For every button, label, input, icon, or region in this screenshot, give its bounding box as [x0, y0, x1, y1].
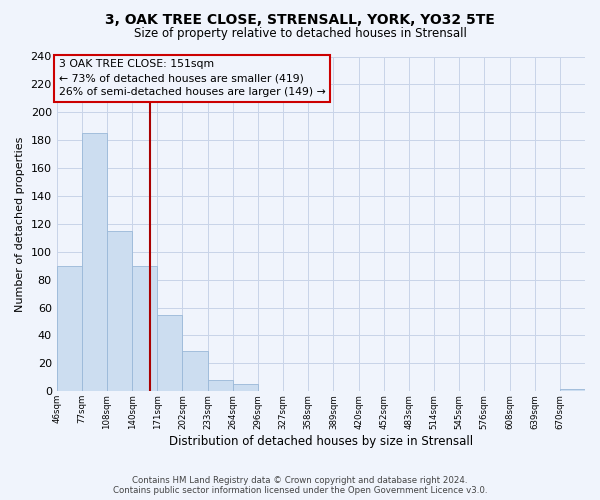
Text: Size of property relative to detached houses in Strensall: Size of property relative to detached ho…	[134, 28, 466, 40]
Bar	[560, 388, 585, 392]
Bar	[82, 133, 107, 392]
Bar	[132, 266, 157, 392]
Y-axis label: Number of detached properties: Number of detached properties	[15, 136, 25, 312]
Text: Contains HM Land Registry data © Crown copyright and database right 2024.
Contai: Contains HM Land Registry data © Crown c…	[113, 476, 487, 495]
Bar	[208, 380, 233, 392]
Bar	[233, 384, 258, 392]
Text: 3, OAK TREE CLOSE, STRENSALL, YORK, YO32 5TE: 3, OAK TREE CLOSE, STRENSALL, YORK, YO32…	[105, 12, 495, 26]
Text: 3 OAK TREE CLOSE: 151sqm
← 73% of detached houses are smaller (419)
26% of semi-: 3 OAK TREE CLOSE: 151sqm ← 73% of detach…	[59, 60, 325, 98]
Bar	[56, 266, 82, 392]
Bar	[182, 351, 208, 392]
Bar	[157, 314, 182, 392]
Bar	[107, 231, 132, 392]
X-axis label: Distribution of detached houses by size in Strensall: Distribution of detached houses by size …	[169, 434, 473, 448]
